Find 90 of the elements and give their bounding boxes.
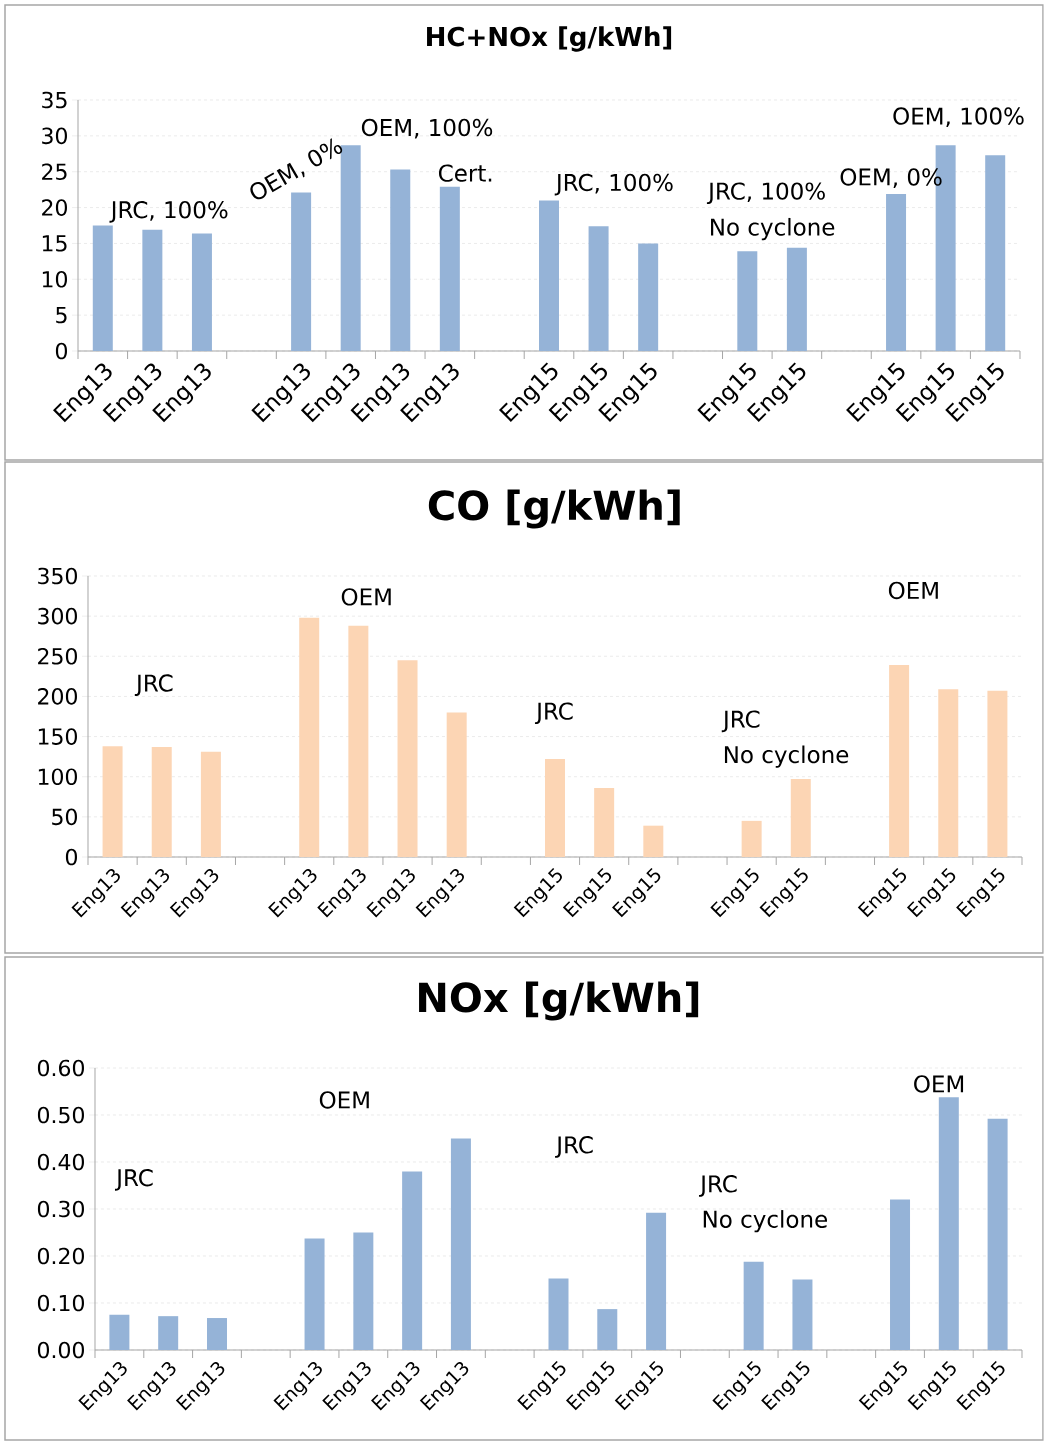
bar (741, 820, 762, 857)
y-tick-label: 5 (56, 306, 67, 324)
bar (545, 759, 566, 857)
y-tick-label: 0.20 (38, 1247, 85, 1265)
bar (548, 1278, 569, 1350)
bar (985, 155, 1006, 351)
y-tick-label: 30 (42, 127, 68, 145)
annotation: OEM (319, 1091, 369, 1109)
y-tick-label: 0.50 (38, 1106, 85, 1124)
bar (597, 1309, 618, 1350)
y-tick-label: 35 (42, 91, 67, 109)
bar (787, 247, 808, 351)
y-tick-label: 150 (39, 728, 78, 745)
bar (92, 225, 113, 351)
bar (390, 169, 411, 351)
annotation: JRC, 100% (707, 182, 826, 205)
y-tick-label: 0.60 (38, 1059, 85, 1077)
y-tick-label: 10 (43, 270, 68, 288)
y-tick-label: 0.00 (38, 1341, 85, 1359)
annotation: OEM, 100% (893, 107, 1024, 128)
bar (102, 746, 123, 857)
y-tick-label: 0.40 (38, 1153, 85, 1171)
annotation: OEM (341, 588, 391, 606)
annotation: OEM, 0% (250, 138, 343, 200)
bar (643, 825, 664, 857)
bar (790, 779, 811, 857)
bar (938, 689, 959, 857)
bar (638, 243, 659, 351)
bar (142, 229, 163, 351)
bar (987, 1118, 1008, 1350)
bar (353, 1232, 374, 1350)
annotation: JRC (721, 710, 760, 733)
bar (304, 1238, 325, 1350)
chart-title: HC+NOx [g/kWh] (427, 26, 672, 52)
annotation: OEM, 100% (362, 118, 493, 139)
bar (539, 200, 560, 351)
y-tick-label: 25 (42, 163, 67, 181)
bar (207, 1318, 228, 1350)
y-tick-label: 350 (38, 567, 78, 585)
y-tick-label: 15 (43, 235, 67, 252)
y-tick-label: 0 (66, 848, 78, 866)
annotation: OEM (914, 1075, 964, 1093)
bar (397, 660, 418, 857)
bar (158, 1316, 179, 1350)
bar (446, 712, 467, 857)
bar (987, 690, 1008, 857)
bar (890, 1199, 911, 1350)
annotation: JRC, 100% (554, 173, 673, 196)
bar (792, 1279, 813, 1350)
bar (201, 751, 222, 857)
bar (938, 1097, 959, 1350)
bar (743, 1261, 764, 1350)
y-tick-label: 200 (38, 688, 78, 705)
bar (192, 233, 213, 351)
bar (886, 193, 907, 351)
annotation: JRC (699, 1175, 737, 1197)
bar (646, 1212, 667, 1350)
y-tick-label: 20 (42, 199, 68, 216)
chart-title: NOx [g/kWh] (419, 981, 699, 1021)
bar (451, 1138, 472, 1350)
annotation: No cyclone (711, 217, 835, 241)
y-tick-label: 250 (38, 647, 78, 665)
annotation: JRC (115, 1169, 153, 1191)
y-tick-label: 50 (52, 808, 78, 826)
y-tick-label: 0.30 (38, 1200, 85, 1218)
bar (299, 617, 320, 857)
annotation: No cyclone (703, 1210, 828, 1233)
y-tick-label: 0 (56, 342, 68, 360)
annotation: JRC (535, 702, 573, 725)
bar (340, 145, 361, 351)
bar (109, 1314, 130, 1350)
annotation: Cert. (439, 164, 492, 182)
bar (402, 1171, 423, 1350)
bar (588, 226, 609, 351)
chart-title: CO [g/kWh] (428, 489, 680, 529)
y-tick-label: 0.10 (38, 1294, 85, 1312)
annotation: JRC (555, 1136, 593, 1158)
bar (737, 251, 758, 351)
annotation: JRC, 100% (109, 201, 228, 223)
bar (594, 787, 615, 857)
annotation: OEM (889, 581, 938, 600)
bar (348, 625, 369, 857)
y-tick-label: 100 (39, 768, 78, 786)
bar (151, 747, 172, 857)
annotation: OEM, 0% (840, 168, 942, 189)
annotation: JRC (134, 674, 173, 697)
bar (439, 186, 460, 351)
annotation: No cyclone (725, 745, 849, 768)
bar (889, 665, 910, 857)
y-tick-label: 300 (38, 607, 78, 625)
